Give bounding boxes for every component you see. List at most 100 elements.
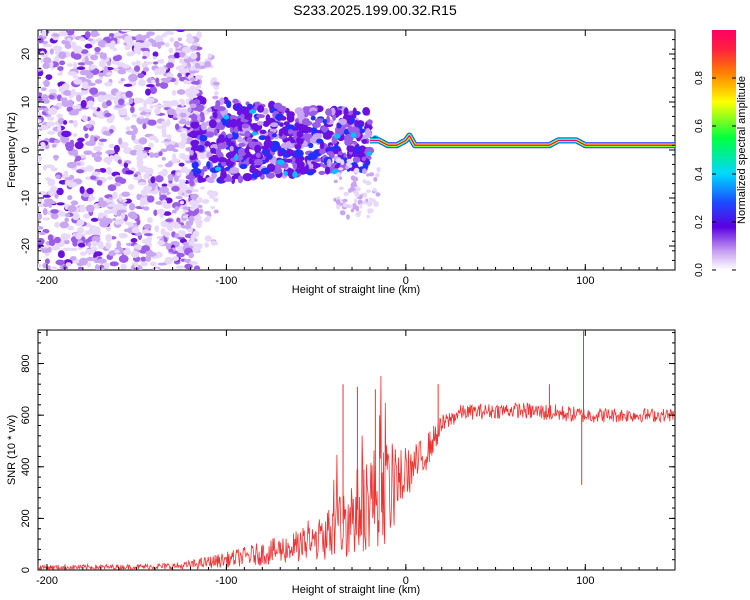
- spectrogram-cell: [129, 149, 138, 156]
- spectrogram-cell: [165, 197, 173, 204]
- spectrogram-cell: [104, 93, 113, 102]
- spectrogram-cell: [198, 177, 207, 183]
- spectrogram-cell: [183, 55, 189, 60]
- spectrogram-cell: [44, 258, 50, 265]
- spectrogram-cell: [48, 94, 55, 100]
- spectrogram-cell: [42, 217, 51, 221]
- spectrogram-cell: [153, 152, 160, 158]
- spectrogram-cell: [180, 166, 188, 174]
- spectrogram-cell: [183, 157, 190, 162]
- spectrogram-cell: [138, 78, 146, 87]
- spectrogram-cell: [136, 193, 142, 201]
- spectrogram-cell: [353, 167, 360, 174]
- spectrogram-cell: [176, 89, 186, 95]
- spectrogram-cell: [170, 101, 180, 107]
- spectrogram-cell: [100, 168, 107, 173]
- spectrogram-cell: [110, 113, 115, 121]
- spectrogram-cell: [143, 99, 148, 108]
- spectrogram-cell: [142, 40, 151, 49]
- spectrogram-cell: [235, 105, 241, 110]
- spectrogram-cell: [308, 142, 314, 149]
- spectrogram-cell: [38, 92, 43, 97]
- spectrogram-cell: [210, 240, 217, 246]
- spectrogram-cell: [207, 53, 212, 59]
- spectrogram-cell: [173, 40, 180, 48]
- spectrogram-cell: [333, 143, 339, 151]
- spectrogram-cell: [68, 120, 74, 124]
- spectrogram-cell: [335, 157, 341, 164]
- spectrogram-cell: [171, 221, 179, 226]
- spectrogram-cell: [41, 30, 47, 37]
- spectrogram-cell: [154, 225, 160, 233]
- spectrogram-cell: [193, 188, 199, 193]
- spectrogram-cell: [38, 154, 41, 162]
- spectrogram-cell: [143, 223, 152, 230]
- spectrogram-cell: [229, 118, 238, 128]
- spectrogram-cell: [65, 262, 72, 267]
- spectrogram-cell: [117, 69, 127, 75]
- spectrogram-cell: [274, 104, 281, 109]
- spectrogram-cell: [294, 122, 300, 129]
- spectrogram-cell: [376, 167, 381, 173]
- spectrogram-cell: [196, 84, 202, 89]
- spectrogram-cell: [108, 143, 116, 149]
- spectrogram-cell: [54, 193, 59, 199]
- spectrogram-cell: [168, 222, 173, 230]
- spectrogram-cell: [214, 166, 222, 171]
- spectrogram-cell: [258, 135, 267, 141]
- spectrogram-cell: [278, 128, 284, 137]
- spectrogram-cell: [181, 224, 187, 229]
- spectrogram-cell: [118, 193, 123, 202]
- spectrogram-cell: [182, 206, 190, 210]
- spectrogram-cell: [124, 45, 131, 51]
- spectrogram-cell: [213, 128, 218, 136]
- spectrogram-cell: [213, 209, 219, 214]
- spectrogram-cell: [171, 201, 182, 210]
- spectrogram-cell: [312, 133, 323, 139]
- spectrogram-cell: [127, 184, 135, 190]
- spectrogram-cell: [244, 130, 251, 138]
- spectrogram-cell: [193, 145, 203, 152]
- spectrogram-cell: [162, 79, 171, 84]
- spectrogram-cell: [246, 136, 253, 143]
- spectrogram-cell: [179, 200, 185, 205]
- spectrogram-cell: [227, 133, 233, 139]
- y-tick-label: 600: [20, 406, 32, 424]
- spectrogram-cell: [263, 139, 274, 149]
- spectrogram-cell: [142, 67, 150, 72]
- spectrogram-cell: [136, 218, 141, 226]
- spectrogram-cell: [150, 176, 156, 184]
- spectrogram-cell: [373, 176, 378, 182]
- spectrogram-cell: [142, 206, 150, 211]
- colorbar-tick-label: 0.4: [694, 167, 705, 181]
- spectrogram-cell: [174, 123, 180, 131]
- spectrogram-cell: [97, 141, 105, 146]
- spectrogram-cell: [144, 167, 154, 175]
- spectrogram-cell: [76, 169, 85, 174]
- spectrogram-cell: [114, 182, 122, 187]
- spectrogram-cell: [362, 163, 369, 169]
- spectrogram-cell: [73, 78, 83, 85]
- spectrogram-cell: [187, 215, 196, 222]
- spectrogram-cell: [93, 155, 103, 163]
- spectrogram-cell: [171, 256, 180, 262]
- spectrogram-cell: [326, 115, 331, 124]
- spectrogram-cell: [134, 262, 139, 269]
- spectrogram-cell: [163, 211, 172, 216]
- spectrogram-cell: [152, 61, 159, 65]
- spectrogram-cell: [370, 198, 376, 203]
- spectrogram-cell: [187, 241, 194, 246]
- spectrogram-cell: [116, 240, 122, 249]
- spectrogram-cell: [117, 66, 123, 70]
- spectrogram-image: [38, 30, 675, 270]
- spectrogram-cell: [355, 186, 361, 192]
- spectrogram-cell: [123, 116, 131, 121]
- spectrogram-cell: [118, 137, 123, 145]
- spectrogram-cell: [41, 87, 47, 91]
- spectrogram-cell: [366, 189, 371, 194]
- spectrogram-cell: [157, 164, 164, 168]
- spectrogram-cell: [133, 244, 143, 250]
- spectrogram-cell: [185, 174, 196, 180]
- spectrogram-cell: [150, 182, 159, 187]
- spectrogram-cell: [237, 147, 247, 157]
